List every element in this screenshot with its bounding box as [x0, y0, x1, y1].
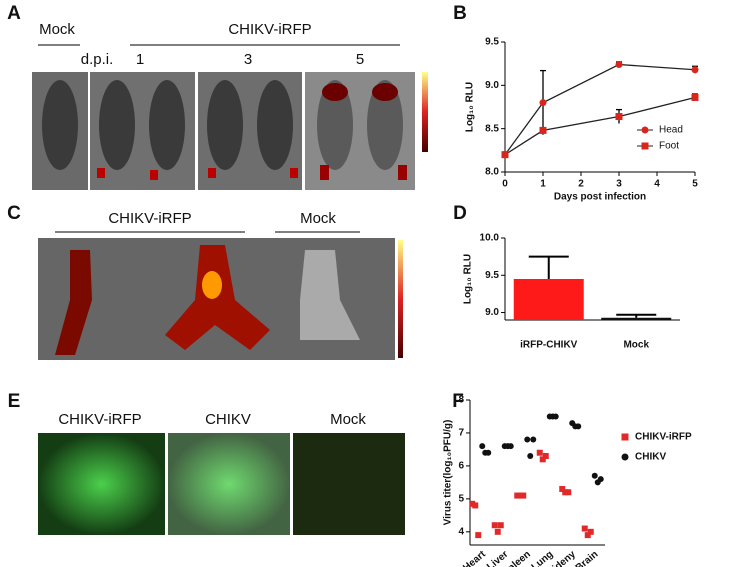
- y-tick-label: 7: [458, 428, 464, 439]
- y-tick-label: 8: [458, 395, 464, 406]
- mouse-images-c: [38, 238, 403, 360]
- image-label: CHIKV-iRFP: [108, 210, 191, 227]
- image-label: CHIKV: [205, 411, 251, 428]
- x-tick-label: 4: [654, 179, 660, 190]
- y-tick-label: 9.5: [485, 270, 499, 281]
- data-point: [507, 443, 514, 450]
- image-label: CHIKV-iRFP: [228, 21, 311, 38]
- data-point: [559, 485, 566, 492]
- y-tick-label: 9.0: [485, 307, 499, 318]
- y-tick-label: 8.0: [485, 167, 499, 178]
- panel-label: B: [453, 3, 467, 24]
- y-tick-label: 5: [458, 494, 464, 505]
- panel-label: C: [7, 203, 21, 224]
- legend-marker: [641, 126, 649, 134]
- data-point: [691, 66, 699, 74]
- data-point: [539, 126, 547, 134]
- data-point: [491, 522, 498, 529]
- x-tick-label: 1: [540, 179, 546, 190]
- x-tick-label: 2: [578, 179, 584, 190]
- legend-marker: [621, 453, 629, 461]
- legend-label: Head: [659, 125, 683, 136]
- image-label: d.p.i.: [81, 51, 114, 68]
- y-tick-label: 9.0: [485, 80, 499, 91]
- data-point: [472, 502, 479, 509]
- data-point: [539, 99, 547, 107]
- legend-label: CHIKV: [635, 452, 666, 463]
- legend-label: CHIKV-iRFP: [635, 432, 692, 443]
- x-axis-label: Days post infection: [554, 192, 646, 203]
- y-tick-label: 10.0: [480, 233, 500, 244]
- panel-label: E: [8, 391, 21, 412]
- y-axis-label: Log₁₀ RLU: [465, 82, 476, 132]
- data-point: [581, 525, 588, 532]
- data-line: [504, 63, 696, 156]
- data-point: [552, 413, 559, 420]
- data-point: [530, 436, 537, 443]
- x-tick-label: Brain: [574, 549, 601, 567]
- mouse-images-a: [32, 72, 428, 190]
- image-label: CHIKV-iRFP: [58, 411, 141, 428]
- image-label: Mock: [330, 411, 366, 428]
- data-point: [565, 489, 572, 496]
- panel-label: A: [7, 3, 21, 24]
- x-tick-label: 3: [616, 179, 622, 190]
- data-point: [520, 492, 527, 499]
- y-tick-label: 8.5: [485, 123, 499, 134]
- data-line: [504, 96, 696, 156]
- y-axis-label: Virus titer(log₁₀PFU/g): [443, 420, 454, 526]
- data-point: [591, 472, 598, 479]
- image-label: 3: [244, 51, 252, 68]
- x-tick-label: 0: [502, 179, 508, 190]
- panel-label: F: [452, 391, 464, 412]
- data-point: [485, 449, 492, 456]
- image-label: 1: [136, 51, 144, 68]
- x-tick-label: Mock: [623, 340, 649, 351]
- image-label: Mock: [39, 21, 75, 38]
- legend-marker: [641, 142, 649, 150]
- data-point: [615, 113, 623, 121]
- image-label: 5: [356, 51, 364, 68]
- data-point: [587, 528, 594, 535]
- bar: [513, 279, 584, 320]
- legend-marker: [621, 433, 629, 441]
- image-label: Mock: [300, 210, 336, 227]
- data-point: [584, 532, 591, 539]
- y-axis-label: Log₁₀ RLU: [463, 254, 474, 304]
- data-point: [501, 151, 509, 159]
- data-point: [497, 522, 504, 529]
- data-point: [536, 449, 543, 456]
- data-point: [479, 443, 486, 450]
- legend-label: Foot: [659, 141, 679, 152]
- bar: [601, 317, 672, 320]
- data-point: [575, 423, 582, 430]
- y-tick-label: 9.5: [485, 37, 499, 48]
- data-point: [542, 453, 549, 460]
- data-point: [539, 456, 546, 463]
- data-point: [475, 532, 482, 539]
- panel-label: D: [453, 203, 467, 224]
- x-tick-label: 5: [692, 179, 698, 190]
- y-tick-label: 4: [458, 526, 464, 537]
- x-tick-label: iRFP-CHIKV: [520, 340, 578, 351]
- data-point: [527, 453, 534, 460]
- y-tick-label: 6: [458, 461, 464, 472]
- data-point: [597, 476, 604, 483]
- data-point: [494, 528, 501, 535]
- fluorescence-images-e: [38, 433, 405, 535]
- data-point: [615, 61, 623, 69]
- data-point: [691, 93, 699, 101]
- data-point: [524, 436, 531, 443]
